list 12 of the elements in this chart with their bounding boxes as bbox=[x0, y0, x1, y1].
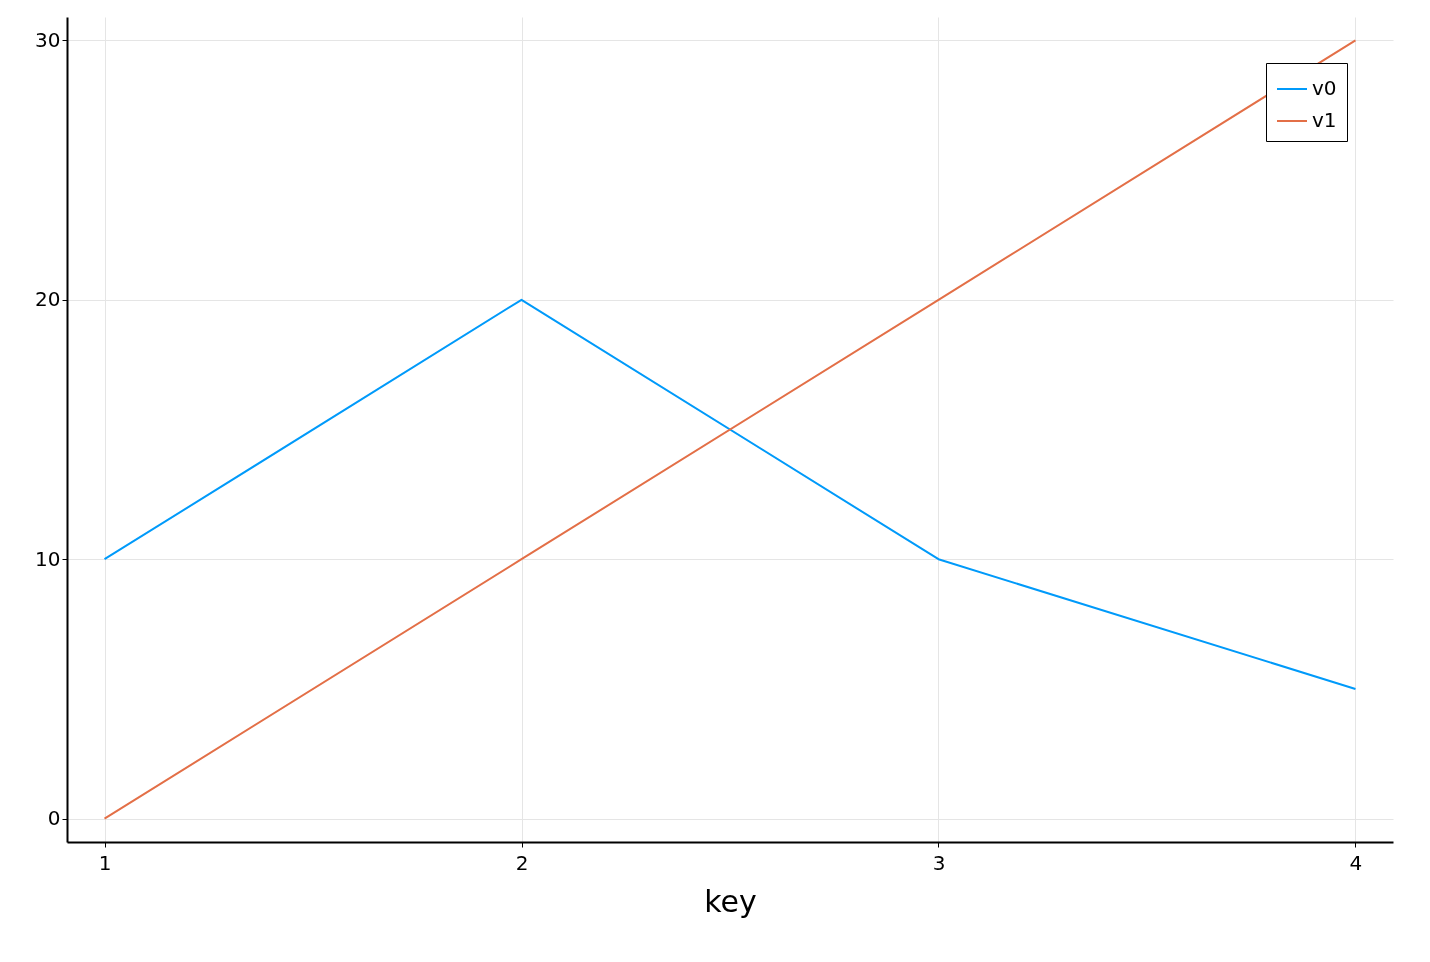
legend-label: v1 bbox=[1312, 108, 1337, 132]
x-tick-label: 4 bbox=[1349, 850, 1363, 875]
line-series bbox=[103, 39, 1357, 820]
legend-label: v0 bbox=[1312, 76, 1337, 100]
y-tick-label: 10 bbox=[35, 546, 61, 571]
y-tick-label: 0 bbox=[47, 806, 61, 831]
x-tick-label: 2 bbox=[515, 850, 529, 875]
y-tick-label: 30 bbox=[35, 27, 61, 52]
x-tick-label: 3 bbox=[932, 850, 946, 875]
x-tick-label: 1 bbox=[98, 850, 112, 875]
x-axis-title: key bbox=[704, 883, 757, 919]
y-tick-label: 20 bbox=[35, 287, 61, 312]
